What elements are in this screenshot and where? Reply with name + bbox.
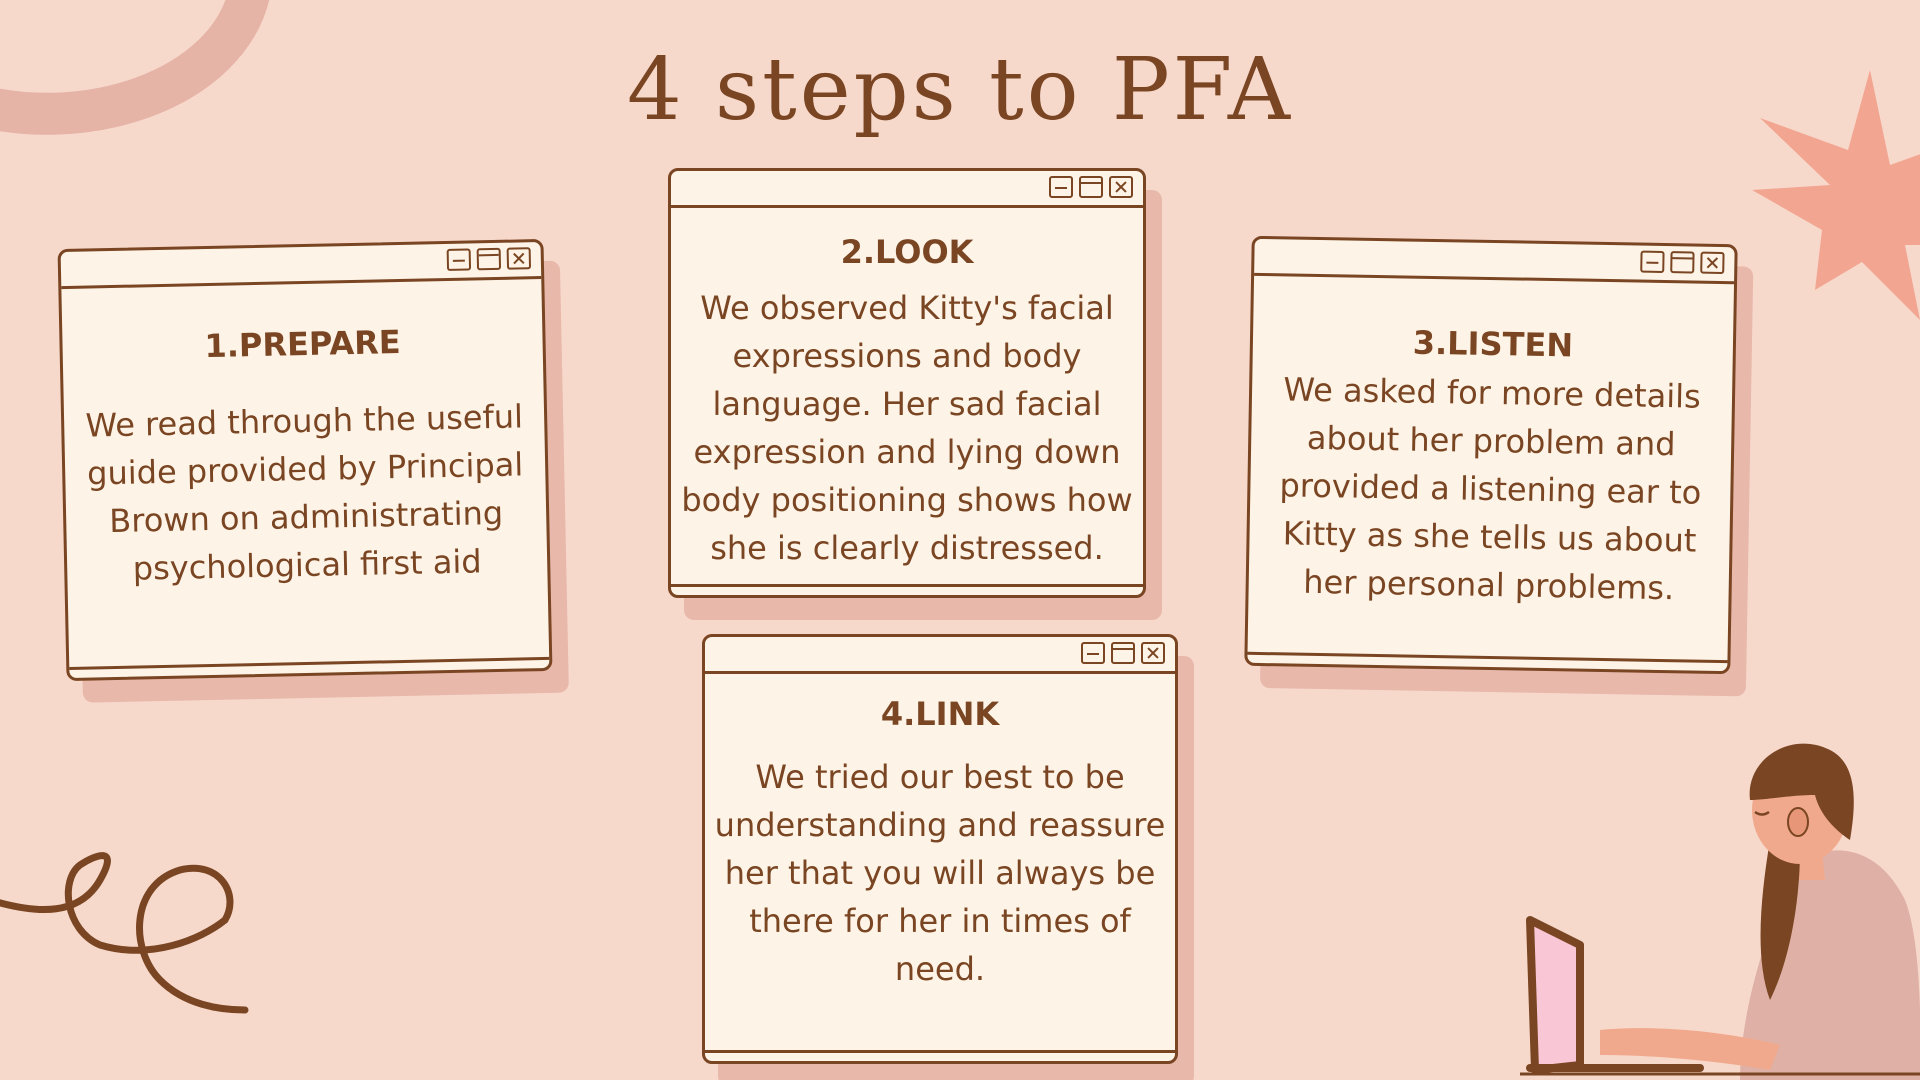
- step-body: We asked for more details about her prob…: [1279, 370, 1702, 608]
- maximize-icon: [476, 247, 502, 271]
- window-bottom-line: [1247, 651, 1728, 664]
- step-heading: 4.LINK: [880, 695, 1000, 733]
- window-controls: [1640, 250, 1725, 275]
- maximize-icon: [1111, 642, 1135, 664]
- step-card-look: 2.LOOK We observed Kitty's facial expres…: [668, 168, 1146, 598]
- step-heading: 3.LISTEN: [1412, 323, 1574, 365]
- window-bottom-line: [69, 656, 550, 670]
- window-controls: [1081, 642, 1165, 664]
- step-heading: 2.LOOK: [840, 233, 974, 271]
- window-title-bar: [705, 637, 1175, 674]
- maximize-icon: [1670, 251, 1695, 274]
- minimize-icon: [1049, 176, 1073, 198]
- step-card-prepare: 1.PREPARE We read through the useful gui…: [57, 238, 553, 682]
- step-card-listen: 3.LISTEN We asked for more details about…: [1244, 235, 1738, 675]
- woman-with-laptop-illustration: [1520, 743, 1920, 1080]
- window-title-bar: [671, 171, 1143, 208]
- step-card-link: 4.LINK We tried our best to be understan…: [702, 634, 1178, 1064]
- window-title-bar: [60, 242, 542, 290]
- close-icon: [1141, 642, 1165, 664]
- close-icon: [506, 247, 532, 270]
- close-icon: [1700, 251, 1725, 275]
- close-icon: [1109, 176, 1133, 198]
- step-heading: 1.PREPARE: [204, 322, 402, 366]
- ring-arc-decoration: [0, 0, 270, 135]
- maximize-icon: [1079, 176, 1103, 198]
- window-controls: [446, 247, 532, 271]
- minimize-icon: [1640, 250, 1665, 273]
- step-body: We tried our best to be understanding an…: [714, 758, 1166, 988]
- window-controls: [1049, 176, 1133, 198]
- step-body: We observed Kitty's facial expressions a…: [681, 289, 1133, 567]
- window-bottom-line: [705, 1050, 1175, 1053]
- window-bottom-line: [671, 584, 1143, 587]
- squiggle-decoration: [0, 852, 249, 1014]
- slide-title: 4 steps to PFA: [626, 40, 1293, 140]
- minimize-icon: [1081, 642, 1105, 664]
- starburst-decoration: [1752, 70, 1920, 320]
- step-body: We read through the useful guide provide…: [85, 397, 524, 588]
- window-title-bar: [1254, 238, 1735, 285]
- minimize-icon: [446, 248, 472, 271]
